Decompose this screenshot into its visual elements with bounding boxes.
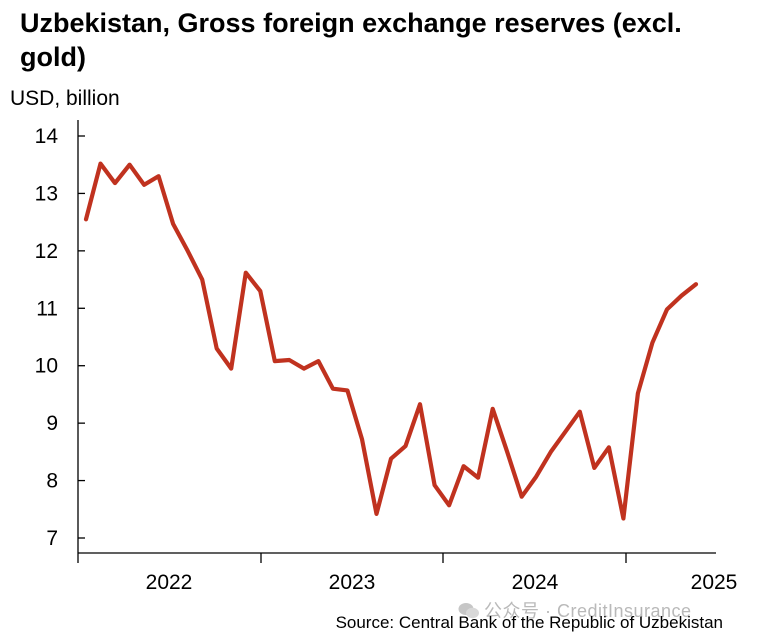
y-tick-label: 11 [36, 297, 58, 320]
x-tick-label: 2025 [691, 571, 738, 594]
y-axis: 7 8 9 10 11 12 13 14 [35, 120, 85, 553]
y-axis-unit-label: USD, billion [10, 87, 120, 110]
y-tick-label: 10 [35, 355, 58, 378]
reserves-series-line [83, 161, 699, 521]
y-tick-label: 7 [46, 527, 58, 550]
watermark-text: 公众号 · CreditInsurance [484, 601, 692, 621]
y-tick-label: 12 [35, 240, 58, 263]
source-note: Source: Central Bank of the Republic of … [335, 613, 723, 632]
series-layer [83, 161, 699, 521]
x-axis: 2022 2023 2024 2025 [77, 552, 738, 594]
chart-title: Uzbekistan, Gross foreign exchange reser… [20, 8, 682, 72]
x-tick-label: 2024 [512, 571, 559, 594]
y-tick-label: 13 [35, 182, 58, 205]
y-tick-label: 14 [35, 125, 59, 148]
x-tick-label: 2022 [146, 571, 193, 594]
x-tick-label: 2023 [329, 571, 376, 594]
wechat-icon [458, 603, 479, 619]
watermark: 公众号 · CreditInsurance [458, 597, 692, 623]
y-tick-label: 8 [46, 470, 58, 493]
y-tick-label: 9 [46, 412, 58, 435]
